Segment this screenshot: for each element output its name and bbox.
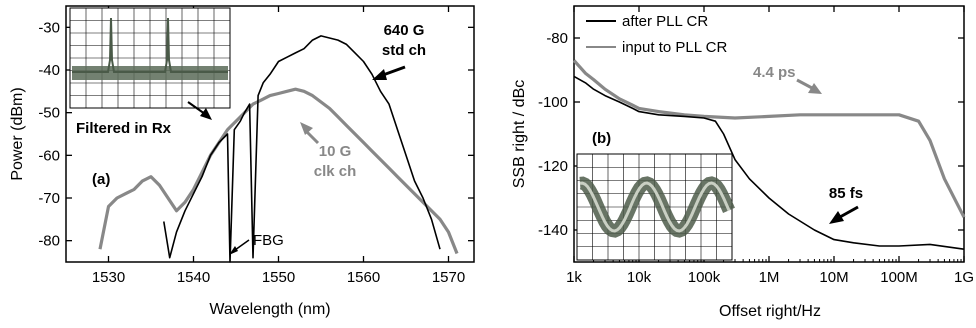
panel-a-series: [98, 35, 459, 263]
series-line-10-g-clk-ch: [98, 87, 459, 255]
x-tick-label: 1540: [177, 269, 210, 286]
panel-a: 1530 1540 1550 1560 1570 -30 -40 -50 -60 -70 -80 6…: [9, 5, 475, 318]
panel-b-xlabel: Offset right/Hz: [719, 303, 821, 320]
y-tick-label: -40: [38, 62, 60, 79]
x-tick-label: 10M: [819, 269, 848, 286]
y-tick-label: -30: [38, 19, 60, 36]
panel-a-frame: [65, 5, 475, 263]
arrow-fbg-head: [229, 246, 238, 255]
panel-a-xlabel: Wavelength (nm): [209, 301, 330, 318]
x-tick-label: 1570: [432, 269, 465, 286]
panel-b-ticks: 1k 10k 100k 1M 10M 100M 1G -80 -100 -120 -140: [538, 6, 974, 286]
panel-b: 1k 10k 100k 1M 10M 100M 1G -80 -100 -120 -140 afte…: [511, 5, 974, 320]
y-tick-label: -50: [38, 105, 60, 122]
panel-b-inset: [576, 153, 735, 261]
panel-a-inset: [69, 7, 231, 109]
panel-a-ylabel: Power (dBm): [9, 87, 26, 180]
x-tick-label: 1G: [954, 269, 974, 286]
arrow-10g-head: [300, 122, 313, 135]
panel-a-ticks: 1530 1540 1550 1560 1570 -30 -40 -50 -60 -70 -80: [38, 6, 474, 286]
arrow-filtered-head: [200, 108, 212, 120]
arrow-10g: [304, 129, 320, 145]
annot-640g: 640 G: [384, 22, 425, 39]
arrow-640g-head: [372, 69, 387, 80]
annot-4-4ps: 4.4 ps: [753, 64, 796, 81]
annot-10g: 10 G: [319, 143, 352, 160]
panel-b-label: (b): [592, 130, 611, 147]
panel-b-ylabel: SSB right / dBc: [511, 80, 528, 189]
arrow-85fs-head: [829, 211, 844, 224]
arrow-640g: [382, 65, 406, 77]
arrow-filtered: [187, 101, 206, 115]
y-tick-label: -80: [38, 233, 60, 250]
arrow-fbg: [234, 239, 250, 251]
y-tick-label: -100: [538, 94, 568, 111]
y-tick-label: -120: [538, 158, 568, 175]
x-tick-label: 1560: [347, 269, 380, 286]
x-tick-label: 1530: [92, 269, 125, 286]
arrow-4-4ps: [796, 78, 813, 90]
x-tick-label: 100k: [688, 269, 721, 286]
y-tick-label: -140: [538, 222, 568, 239]
series-line-input-to-pll-cr: [572, 59, 966, 218]
legend-label-input: input to PLL CR: [622, 39, 728, 56]
panel-b-inset-sine-core: [579, 181, 731, 233]
annot-85fs: 85 fs: [829, 185, 863, 202]
annot-fbg: FBG: [253, 232, 284, 249]
x-tick-label: 100M: [880, 269, 918, 286]
y-tick-label: -80: [546, 30, 568, 47]
y-tick-label: -70: [38, 190, 60, 207]
y-tick-label: -60: [38, 147, 60, 164]
annot-clk-ch: clk ch: [314, 163, 357, 180]
x-tick-label: 1M: [759, 269, 780, 286]
series-line-640-g-std-ch: [163, 35, 441, 263]
panel-a-label: (a): [92, 171, 110, 188]
arrow-4-4ps-head: [808, 83, 822, 94]
arrow-85fs: [839, 205, 859, 219]
x-tick-label: 1k: [566, 269, 582, 286]
x-tick-label: 10k: [627, 269, 652, 286]
legend-label-after: after PLL CR: [622, 13, 708, 30]
annot-std-ch: std ch: [382, 42, 426, 59]
series-line-after-pll-cr: [573, 75, 965, 250]
panel-a-inset-pulses: [72, 17, 228, 73]
x-tick-label: 1550: [262, 269, 295, 286]
annot-filtered: Filtered in Rx: [76, 120, 172, 137]
panel-b-series: [572, 59, 966, 250]
panel-b-legend: after PLL CR input to PLL CR: [586, 13, 728, 56]
